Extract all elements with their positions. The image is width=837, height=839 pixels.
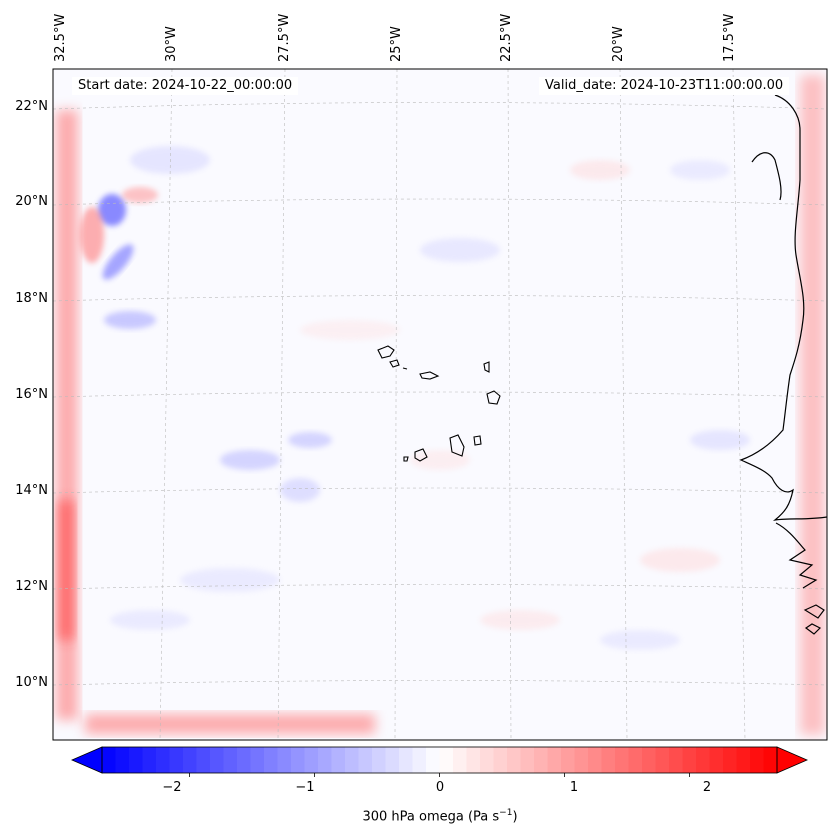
gridlines [53, 69, 827, 740]
lon-label-30w: 30°W [164, 26, 179, 62]
colorbar-segment [601, 747, 616, 773]
colorbar-segment [318, 747, 333, 773]
colorbar-segment [520, 747, 535, 773]
colorbar-tick-label-2: 2 [702, 780, 712, 795]
colorbar-segments [102, 747, 778, 773]
colorbar-segment [561, 747, 576, 773]
colorbar-segment [615, 747, 630, 773]
colorbar-segment [588, 747, 603, 773]
colorbar-segment [250, 747, 265, 773]
lat-label-20n: 20°N [15, 194, 48, 209]
omega-field [53, 69, 827, 740]
colorbar-extend-min [70, 746, 103, 774]
valid-date-label: Valid_date: 2024-10-23T11:00:00.00 [539, 77, 790, 95]
colorbar-segment [628, 747, 643, 773]
colorbar-segment [466, 747, 481, 773]
colorbar-segment [210, 747, 225, 773]
colorbar-segment [426, 747, 441, 773]
colorbar-segment [453, 747, 468, 773]
colorbar-segment [142, 747, 157, 773]
colorbar-segment [102, 747, 117, 773]
colorbar-segment [736, 747, 751, 773]
colorbar-title-exponent: −1 [499, 808, 513, 818]
lon-label-17-5w: 17.5°W [722, 13, 737, 62]
colorbar-title: 300 hPa omega (Pa s−1) [240, 808, 640, 824]
lat-label-14n: 14°N [15, 483, 48, 498]
lat-label-16n: 16°N [15, 387, 48, 402]
colorbar-segment [264, 747, 279, 773]
colorbar-title-text: 300 hPa omega (Pa s [362, 809, 500, 825]
coastlines [739, 94, 827, 635]
colorbar-segment [412, 747, 427, 773]
lon-label-27-5w: 27.5°W [277, 13, 292, 62]
colorbar-segment [277, 747, 292, 773]
colorbar-title-suffix: ) [512, 809, 518, 825]
map-frame [52, 68, 828, 741]
colorbar-segment [169, 747, 184, 773]
colorbar-segment [669, 747, 684, 773]
colorbar-segment [331, 747, 346, 773]
lat-label-10n: 10°N [15, 675, 48, 690]
colorbar-segment [115, 747, 130, 773]
colorbar-tick-label-neg2: −2 [162, 780, 182, 795]
colorbar-segment [183, 747, 198, 773]
colorbar-segment [291, 747, 306, 773]
lat-label-22n: 22°N [15, 99, 48, 114]
colorbar-segment [156, 747, 171, 773]
colorbar-tick-label-0: 0 [435, 780, 445, 795]
colorbar-segment [129, 747, 144, 773]
colorbar-segment [493, 747, 508, 773]
cape-verde-islands [377, 345, 501, 462]
colorbar-segment [237, 747, 252, 773]
start-date-label: Start date: 2024-10-22_00:00:00 [72, 77, 299, 95]
colorbar-segment [709, 747, 724, 773]
colorbar-segment [345, 747, 360, 773]
colorbar-segment [439, 747, 454, 773]
colorbar-segment [574, 747, 589, 773]
colorbar-segment [399, 747, 414, 773]
colorbar-segment [507, 747, 522, 773]
colorbar-segment [696, 747, 711, 773]
colorbar-segment [196, 747, 211, 773]
colorbar-segment [547, 747, 562, 773]
lon-label-20w: 20°W [611, 26, 626, 62]
colorbar [70, 746, 809, 777]
colorbar-segment [534, 747, 549, 773]
colorbar-segment [642, 747, 657, 773]
colorbar-segment [223, 747, 238, 773]
colorbar-tick-label-neg1: −1 [295, 780, 315, 795]
lat-label-18n: 18°N [15, 291, 48, 306]
colorbar-segment [304, 747, 319, 773]
lon-label-32-5w: 32.5°W [53, 13, 68, 62]
colorbar-ticks [189, 773, 690, 777]
colorbar-segment [655, 747, 670, 773]
colorbar-segment [358, 747, 373, 773]
colorbar-segment [385, 747, 400, 773]
colorbar-segment [723, 747, 738, 773]
colorbar-segment [480, 747, 495, 773]
colorbar-segment [682, 747, 697, 773]
colorbar-extend-max [776, 746, 809, 774]
colorbar-segment [763, 747, 778, 773]
colorbar-segment [750, 747, 765, 773]
lat-label-12n: 12°N [15, 579, 48, 594]
lon-label-25w: 25°W [389, 26, 404, 62]
colorbar-tick-label-1: 1 [569, 780, 579, 795]
colorbar-segment [372, 747, 387, 773]
lon-label-22-5w: 22.5°W [499, 13, 514, 62]
